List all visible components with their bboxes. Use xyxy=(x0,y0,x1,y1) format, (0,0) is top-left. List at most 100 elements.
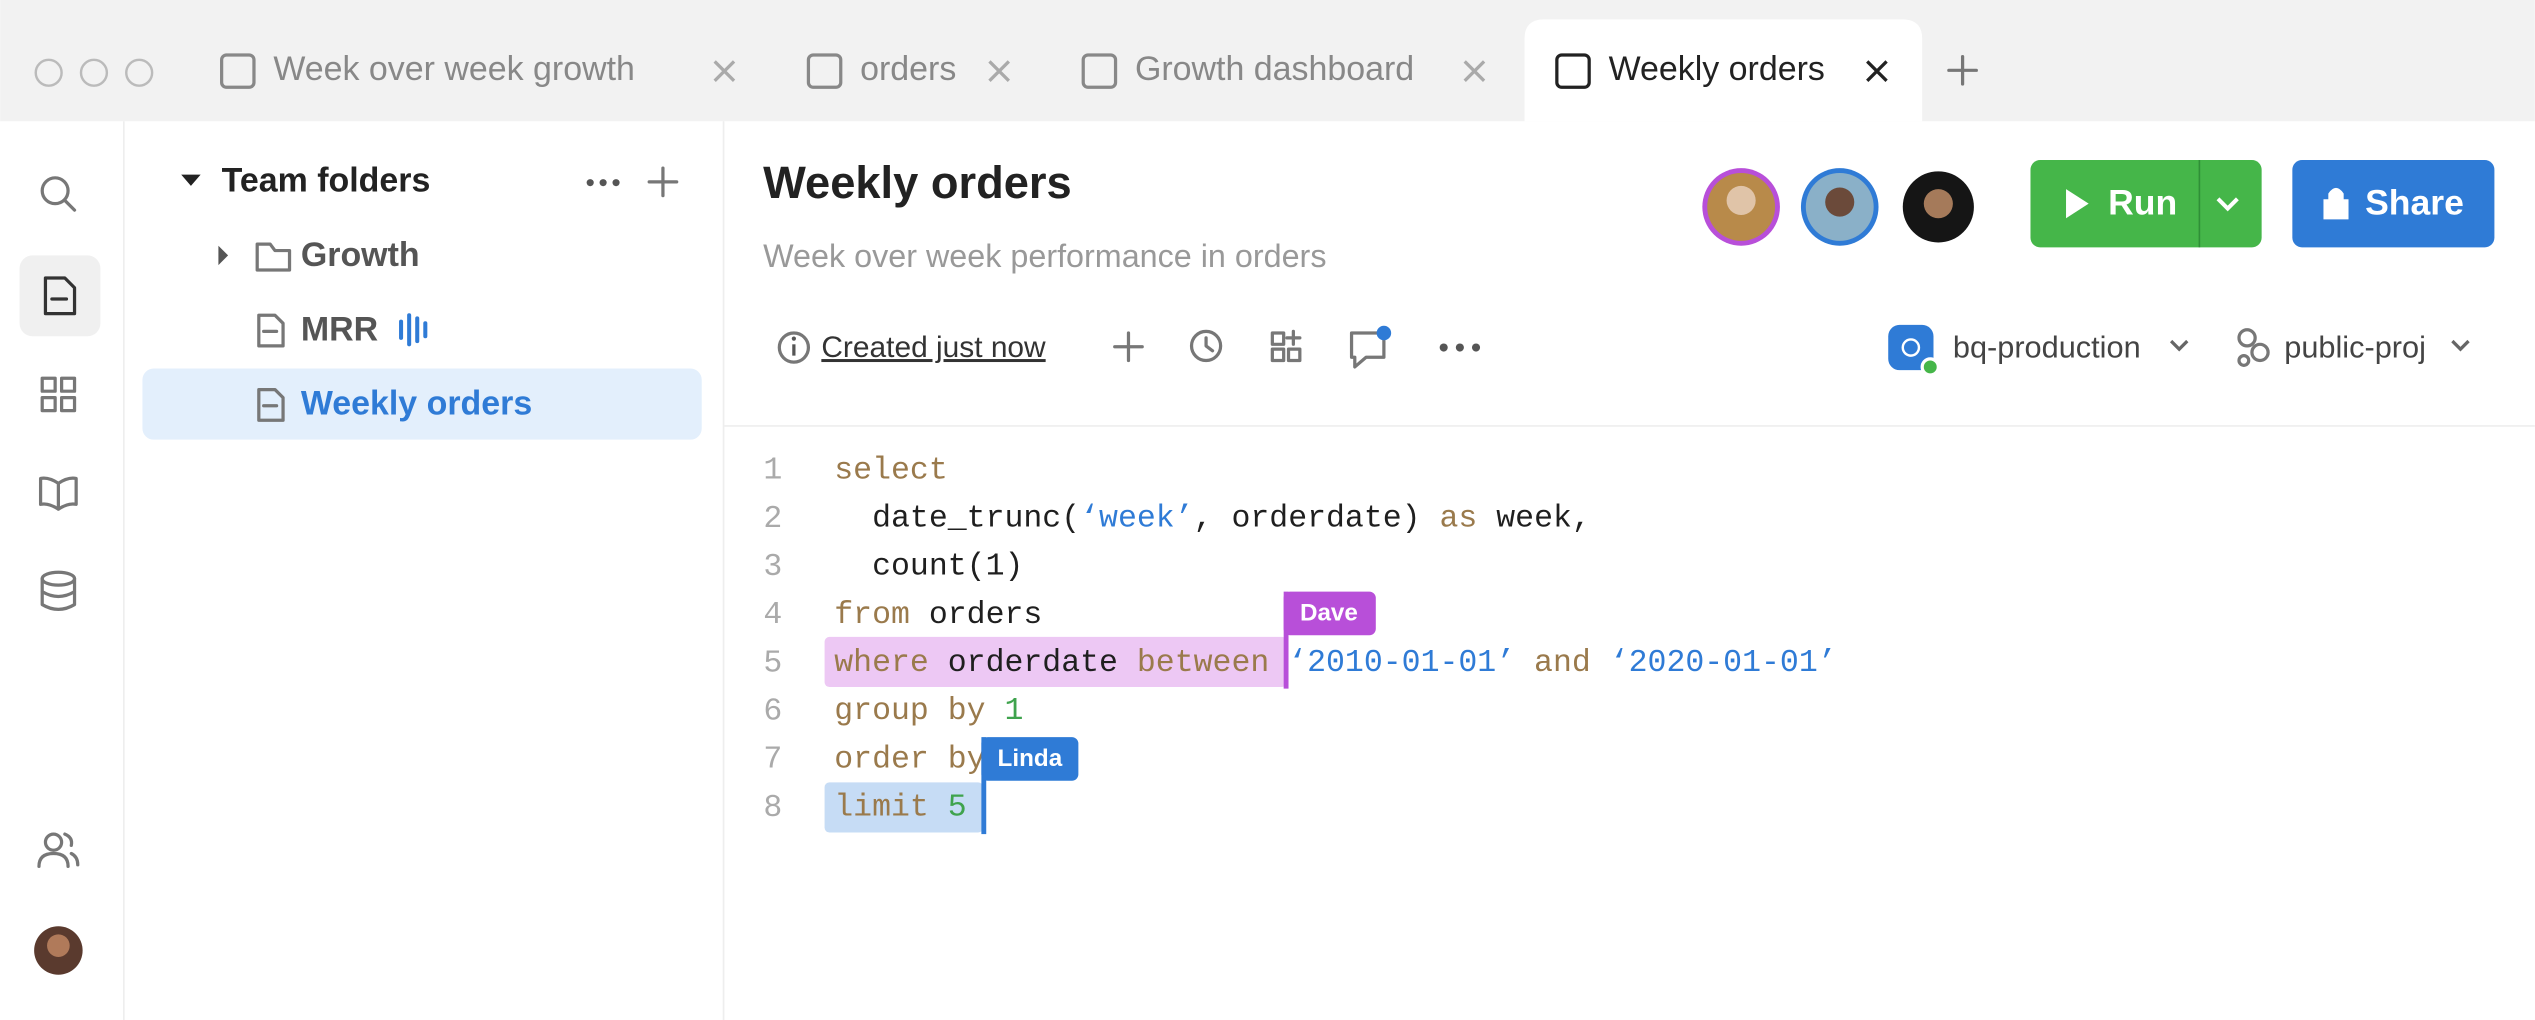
tab-icon xyxy=(1081,53,1118,89)
line-number: 6 xyxy=(763,695,782,730)
expand-caret[interactable] xyxy=(218,245,229,266)
project-icon xyxy=(2237,328,2270,367)
code-token: count(1) xyxy=(834,550,1023,585)
share-button[interactable] xyxy=(2292,160,2495,248)
line-number: 1 xyxy=(763,454,782,489)
tab-close[interactable] xyxy=(1866,60,1888,82)
doc-title: Weekly orders xyxy=(763,157,1072,208)
code-token: 1 xyxy=(986,695,1024,730)
connection[interactable]: bq-production xyxy=(1953,329,2141,364)
code-token: as xyxy=(1440,502,1478,537)
cursor xyxy=(981,737,987,835)
code-token: limit xyxy=(834,791,929,826)
tree-item[interactable]: Weekly orders xyxy=(301,385,532,423)
code-line: order by xyxy=(834,743,985,778)
status-dot xyxy=(1920,357,1940,377)
line-number: 4 xyxy=(763,598,782,633)
lock-icon xyxy=(2323,187,2349,220)
code-line: date_trunc(‘week’, orderdate) as week, xyxy=(834,502,1591,537)
code-token: orderdate xyxy=(929,646,1137,681)
chevron xyxy=(2451,339,2470,352)
tree-item[interactable]: Growth xyxy=(301,236,420,274)
code-token: , orderdate) xyxy=(1194,502,1440,537)
live-indicator xyxy=(399,313,428,347)
tab-close[interactable] xyxy=(713,60,736,82)
code-token: select xyxy=(834,454,947,489)
run-label[interactable]: Run xyxy=(2108,183,2177,223)
tab-close[interactable] xyxy=(1463,60,1486,82)
code-token: group by xyxy=(834,695,985,730)
tab-label: Week over week growth xyxy=(273,50,635,88)
cursor xyxy=(1283,591,1289,689)
tab-close[interactable] xyxy=(988,60,1011,82)
db-icon xyxy=(1888,324,1934,371)
code-token: between xyxy=(1137,646,1269,681)
line-number: 2 xyxy=(763,502,782,537)
tab[interactable]: Growth dashboard xyxy=(1081,50,1486,89)
rail-icons[interactable] xyxy=(19,176,101,869)
run-button[interactable] xyxy=(2030,160,2262,248)
code-line: group by 1 xyxy=(834,695,1023,730)
share-label[interactable]: Share xyxy=(2365,183,2464,223)
doc-icon xyxy=(257,313,285,348)
code-token: date_trunc( xyxy=(834,502,1080,537)
collaborators xyxy=(1702,168,1974,246)
selection-highlight xyxy=(824,782,983,833)
tab-bar xyxy=(0,0,2535,122)
selection-highlight xyxy=(824,636,1287,688)
tab[interactable]: Week over week growth xyxy=(220,50,736,89)
tab-label: Weekly orders xyxy=(1609,50,1825,88)
tab[interactable]: Weekly orders xyxy=(1555,50,1888,89)
cursor-tag xyxy=(981,737,1079,781)
code-line: from orders xyxy=(834,598,1042,633)
code-token: week, xyxy=(1477,502,1590,537)
tab-label: orders xyxy=(860,50,956,88)
code-token: ‘2020-01-01’ xyxy=(1610,646,1837,681)
window-controls[interactable] xyxy=(34,58,154,87)
cursor-name: Dave xyxy=(1300,600,1358,627)
run-icon xyxy=(2066,189,2089,219)
tab-icon xyxy=(220,53,256,89)
doc-icon xyxy=(257,387,285,422)
line-number: 5 xyxy=(763,646,782,681)
tab-label: Growth dashboard xyxy=(1135,50,1414,88)
code-token: order by xyxy=(834,743,985,778)
tab[interactable]: orders xyxy=(806,50,1011,89)
chevron xyxy=(2169,339,2189,352)
code-line: select xyxy=(834,454,947,489)
new-tab[interactable] xyxy=(1947,54,1978,86)
code-token: ‘week’ xyxy=(1080,502,1193,537)
code-token: from xyxy=(834,598,910,633)
code-token: 5 xyxy=(929,791,967,826)
line-number: 8 xyxy=(763,791,782,826)
doc-subtitle: Week over week performance in orders xyxy=(763,238,1326,274)
code-token: and xyxy=(1515,646,1610,681)
more-button[interactable] xyxy=(586,179,620,187)
cursor-name: Linda xyxy=(998,745,1063,772)
info-icon xyxy=(777,331,811,364)
tree-item[interactable]: MRR xyxy=(301,310,378,348)
line-number: 3 xyxy=(763,550,782,585)
code-line: count(1) xyxy=(834,550,1023,585)
add-button[interactable] xyxy=(647,166,679,198)
folder-icon xyxy=(255,242,292,272)
collapse-caret[interactable] xyxy=(181,174,201,186)
project[interactable]: public-proj xyxy=(2284,329,2426,364)
unread-dot xyxy=(1376,325,1392,341)
user-avatar-face xyxy=(47,934,70,957)
active-tab-bg xyxy=(1524,19,1923,122)
code-line: where orderdate between ‘2010-01-01’ and… xyxy=(834,646,1836,681)
code-token: ‘2010-01-01’ xyxy=(1269,646,1515,681)
tab-icon xyxy=(806,53,843,89)
tab-icon xyxy=(1555,53,1591,89)
code-token: orders xyxy=(910,598,1042,633)
code-token: where xyxy=(834,646,929,681)
cursor-tag xyxy=(1283,591,1376,636)
toolbar-icons[interactable] xyxy=(1113,329,1386,369)
code-line: limit 5 xyxy=(834,791,966,826)
more-button[interactable] xyxy=(1439,343,1481,352)
created-link[interactable]: Created just now xyxy=(821,331,1046,364)
section-title: Team folders xyxy=(222,162,431,200)
run-menu[interactable] xyxy=(2216,197,2239,212)
